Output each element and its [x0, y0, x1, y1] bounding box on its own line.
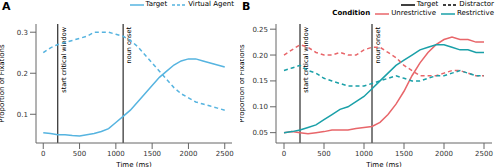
html-text:Restrictive: Restrictive: [456, 9, 494, 17]
svg-text:1500: 1500: [395, 150, 413, 158]
html-text:B: B: [242, 0, 251, 13]
svg-text:1000: 1000: [107, 150, 125, 158]
svg-text:2000: 2000: [435, 150, 453, 158]
html-text:Condition: Condition: [332, 9, 371, 17]
html-text:Target: Target: [416, 0, 439, 8]
svg-text:0.2: 0.2: [17, 70, 28, 78]
svg-text:0.05: 0.05: [252, 129, 268, 137]
svg-text:0: 0: [41, 150, 45, 158]
html-text:Virtual Agent: Virtual Agent: [188, 0, 234, 8]
html-text:Unrestrictive: Unrestrictive: [391, 9, 436, 17]
html-text:Distractor: Distractor: [459, 0, 494, 8]
svg-text:start critical window: start critical window: [60, 26, 68, 92]
svg-text:Proportion of Fixations: Proportion of Fixations: [240, 44, 246, 123]
svg-text:0: 0: [282, 150, 286, 158]
svg-text:0.1: 0.1: [17, 111, 28, 119]
svg-text:1000: 1000: [355, 150, 373, 158]
svg-text:500: 500: [317, 150, 330, 158]
svg-text:2000: 2000: [180, 150, 198, 158]
svg-text:start critical window: start critical window: [302, 26, 310, 92]
svg-text:2500: 2500: [475, 150, 492, 158]
html-text:A: A: [2, 0, 11, 13]
svg-text:1500: 1500: [143, 150, 161, 158]
svg-text:Time (ms): Time (ms): [365, 161, 402, 167]
svg-text:noun onset: noun onset: [374, 27, 382, 64]
svg-text:500: 500: [73, 150, 86, 158]
html-text:Target: Target: [145, 0, 168, 8]
svg-text:0.3: 0.3: [17, 29, 28, 37]
svg-text:0.25: 0.25: [252, 26, 268, 34]
svg-text:2500: 2500: [216, 150, 234, 158]
svg-text:0.15: 0.15: [252, 77, 268, 85]
svg-text:0.20: 0.20: [252, 52, 268, 60]
svg-text:noun onset: noun onset: [125, 27, 133, 64]
svg-text:Time (ms): Time (ms): [115, 161, 152, 167]
svg-text:0.10: 0.10: [252, 103, 268, 111]
